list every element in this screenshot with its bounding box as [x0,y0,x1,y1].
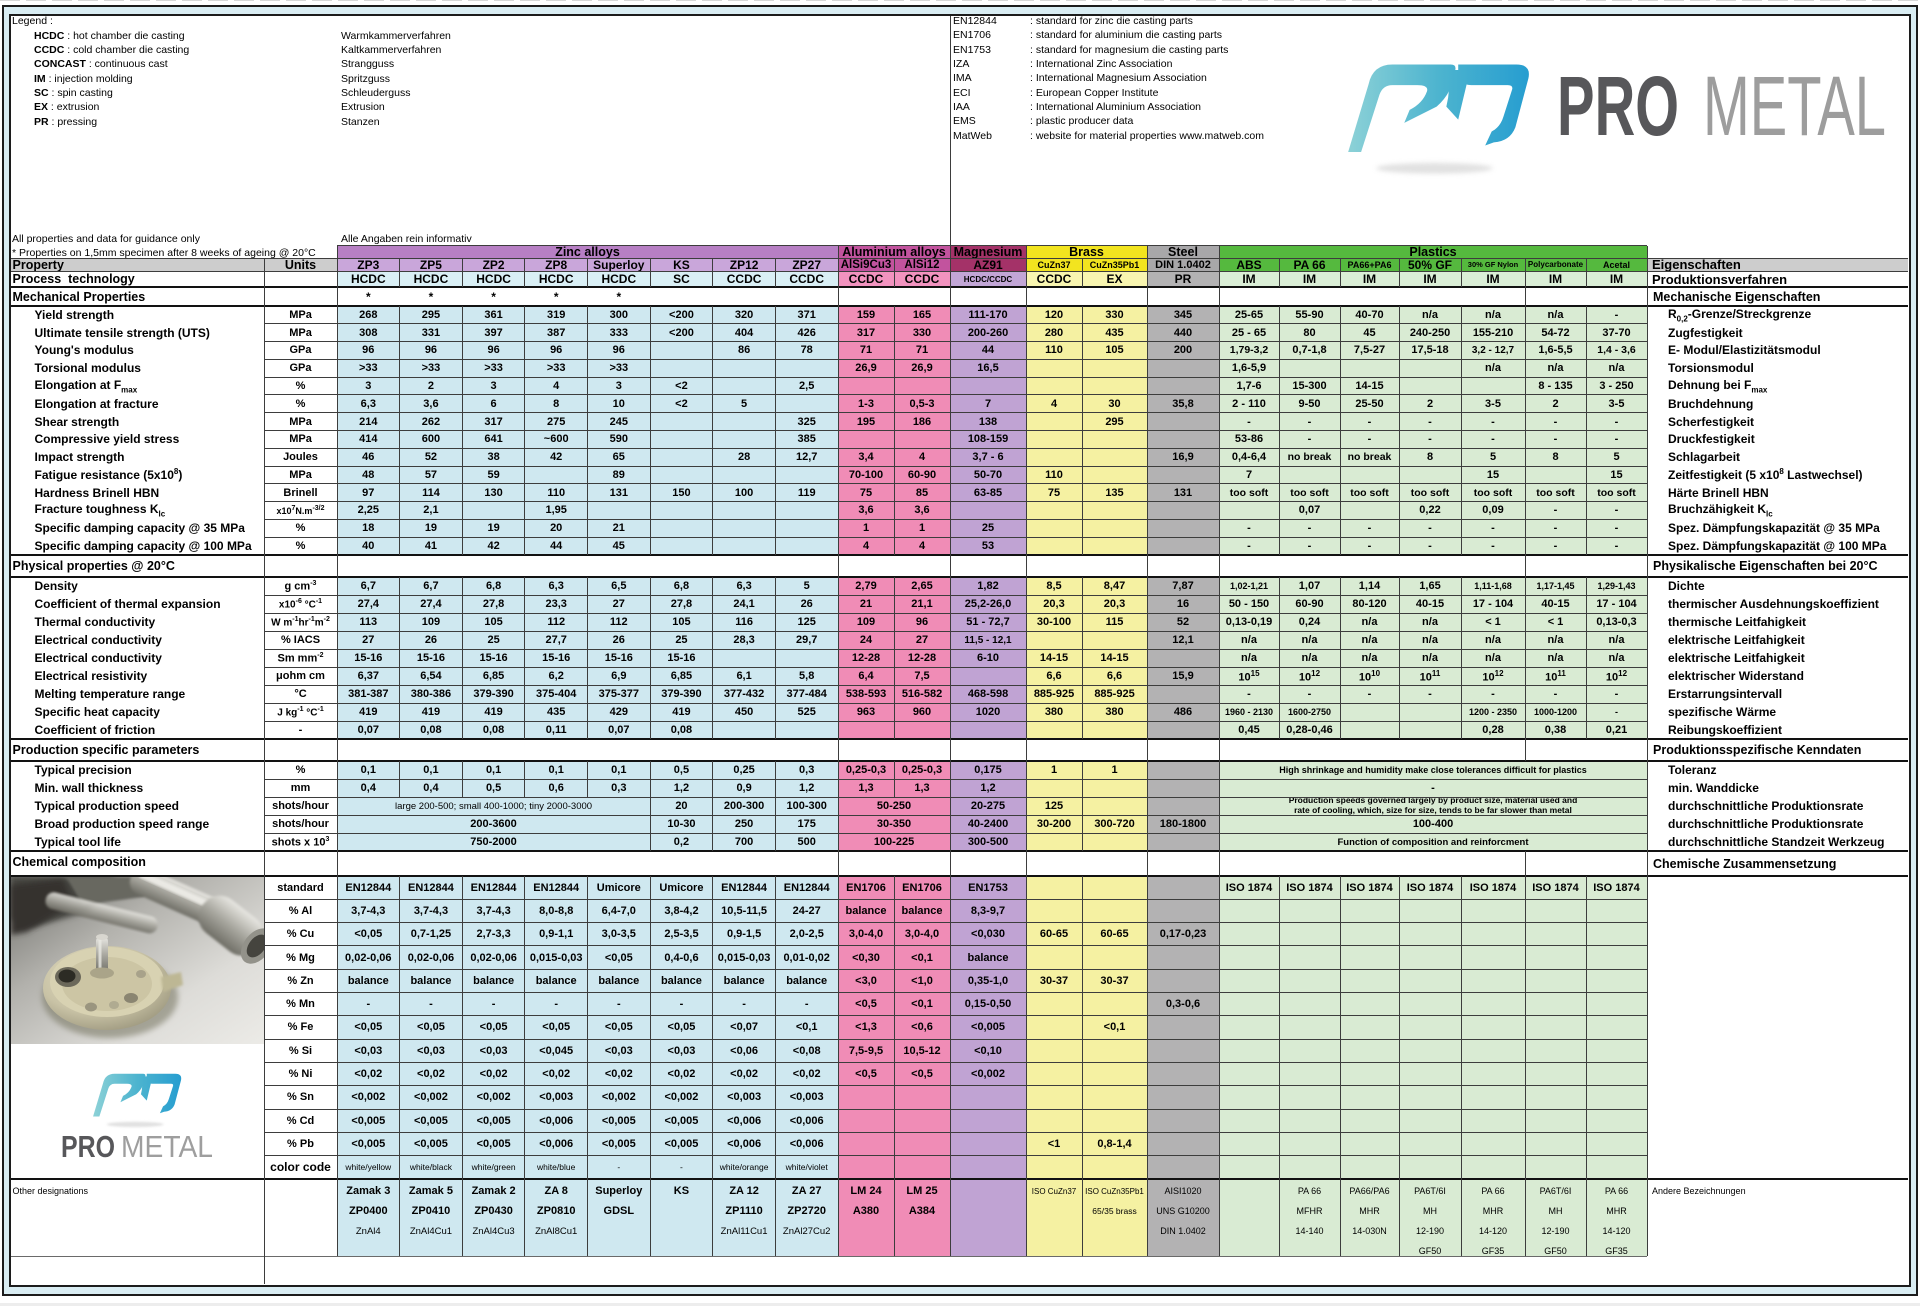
svg-text:METAL: METAL [121,1129,213,1164]
svg-text:PRO: PRO [1557,59,1679,153]
svg-text:PRO: PRO [61,1129,115,1164]
svg-text:METAL: METAL [1703,59,1886,153]
